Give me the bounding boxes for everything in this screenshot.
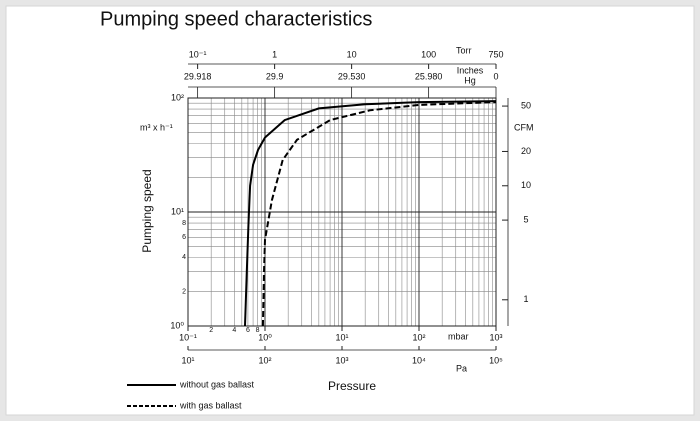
y-tick-label: 10²: [171, 92, 184, 102]
x4-tick-label: 10⁴: [412, 355, 426, 365]
y2-tick-label: 50: [521, 100, 531, 110]
x3-tick-label: 0: [493, 71, 498, 81]
x2-unit: Torr: [456, 45, 472, 55]
chart-title: Pumping speed characteristics: [100, 8, 372, 30]
x-minor-label: 2: [209, 327, 213, 334]
series-line: [244, 100, 497, 327]
x-minor-label: 8: [256, 327, 260, 334]
x4-tick-label: 10¹: [181, 355, 194, 365]
y-axis-label: Pumping speed: [140, 169, 154, 252]
plot-frame: [187, 97, 497, 327]
y2-tick-label: 20: [521, 146, 531, 156]
x3-tick-label: 25.980: [415, 71, 443, 81]
x2-tick-label: 100: [421, 49, 436, 59]
x3-tick-label: 29.918: [184, 71, 212, 81]
y-unit: m³ x h⁻¹: [140, 122, 173, 132]
panel: [5, 5, 695, 416]
y-minor-label: 4: [182, 254, 186, 261]
y2-tick-label: 1: [523, 294, 528, 304]
legend-label: with gas ballast: [179, 400, 242, 410]
y2-unit: CFM: [514, 122, 534, 132]
x4-tick-label: 10³: [335, 355, 348, 365]
x2-tick-label: 10: [347, 49, 357, 59]
y2-tick-label: 5: [523, 214, 528, 224]
x4-tick-label: 10²: [258, 355, 271, 365]
x-tick-label: 10³: [489, 332, 502, 342]
y-tick-label: 10⁰: [170, 320, 184, 330]
legend-label: without gas ballast: [179, 379, 255, 389]
x-tick-label: 10⁻¹: [179, 332, 197, 342]
x3-tick-label: 29.9: [266, 71, 284, 81]
y-minor-label: 6: [182, 234, 186, 241]
x-axis-label: Pressure: [328, 379, 376, 393]
x-tick-label: 10¹: [335, 332, 348, 342]
x2-tick-label: 1: [272, 49, 277, 59]
series-line: [261, 101, 497, 327]
x2-tick-label: 750: [488, 49, 503, 59]
x4-unit: Pa: [456, 363, 467, 373]
y-minor-label: 8: [182, 220, 186, 227]
x-tick-label: 10²: [412, 332, 425, 342]
x3-tick-label: 29.530: [338, 71, 366, 81]
x2-tick-label: 10⁻¹: [189, 49, 207, 59]
y-tick-label: 10¹: [171, 206, 184, 216]
x-minor-label: 6: [246, 327, 250, 334]
x-unit: mbar: [448, 331, 469, 341]
y2-tick-label: 10: [521, 180, 531, 190]
x4-tick-label: 10⁵: [489, 355, 503, 365]
y-minor-label: 2: [182, 289, 186, 296]
x-tick-label: 10⁰: [258, 332, 272, 342]
x3-unit: Hg: [464, 75, 476, 85]
x-minor-label: 4: [232, 327, 236, 334]
x3-unit: Inches: [457, 65, 484, 75]
